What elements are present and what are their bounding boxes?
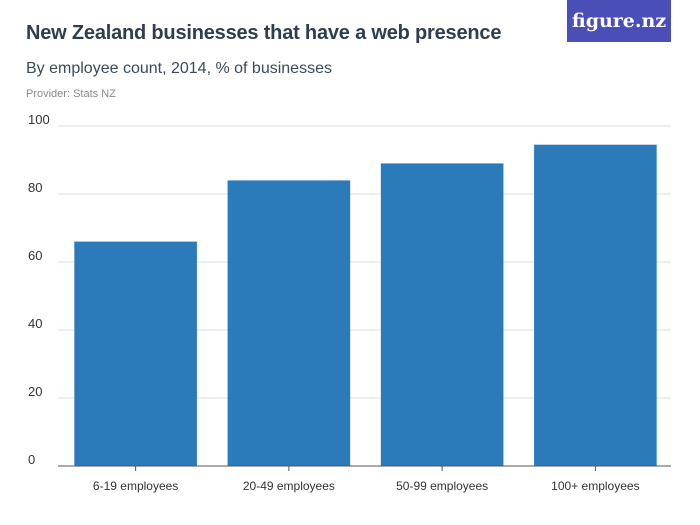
x-tick-label: 50-99 employees — [396, 479, 488, 493]
bar-3[interactable] — [381, 163, 504, 466]
x-tick-label: 100+ employees — [551, 479, 639, 493]
y-tick-label: 20 — [28, 384, 42, 399]
bar-2[interactable] — [228, 180, 351, 466]
y-tick-label: 40 — [28, 316, 42, 331]
x-tick-label: 6-19 employees — [93, 479, 178, 493]
bar-1[interactable] — [74, 242, 197, 466]
y-tick-label: 100 — [28, 112, 50, 127]
bars — [74, 145, 656, 466]
x-tick-label: 20-49 employees — [243, 479, 335, 493]
y-tick-label: 60 — [28, 248, 42, 263]
y-tick-label: 0 — [28, 452, 35, 467]
bar-4[interactable] — [534, 145, 657, 466]
y-tick-label: 80 — [28, 180, 42, 195]
